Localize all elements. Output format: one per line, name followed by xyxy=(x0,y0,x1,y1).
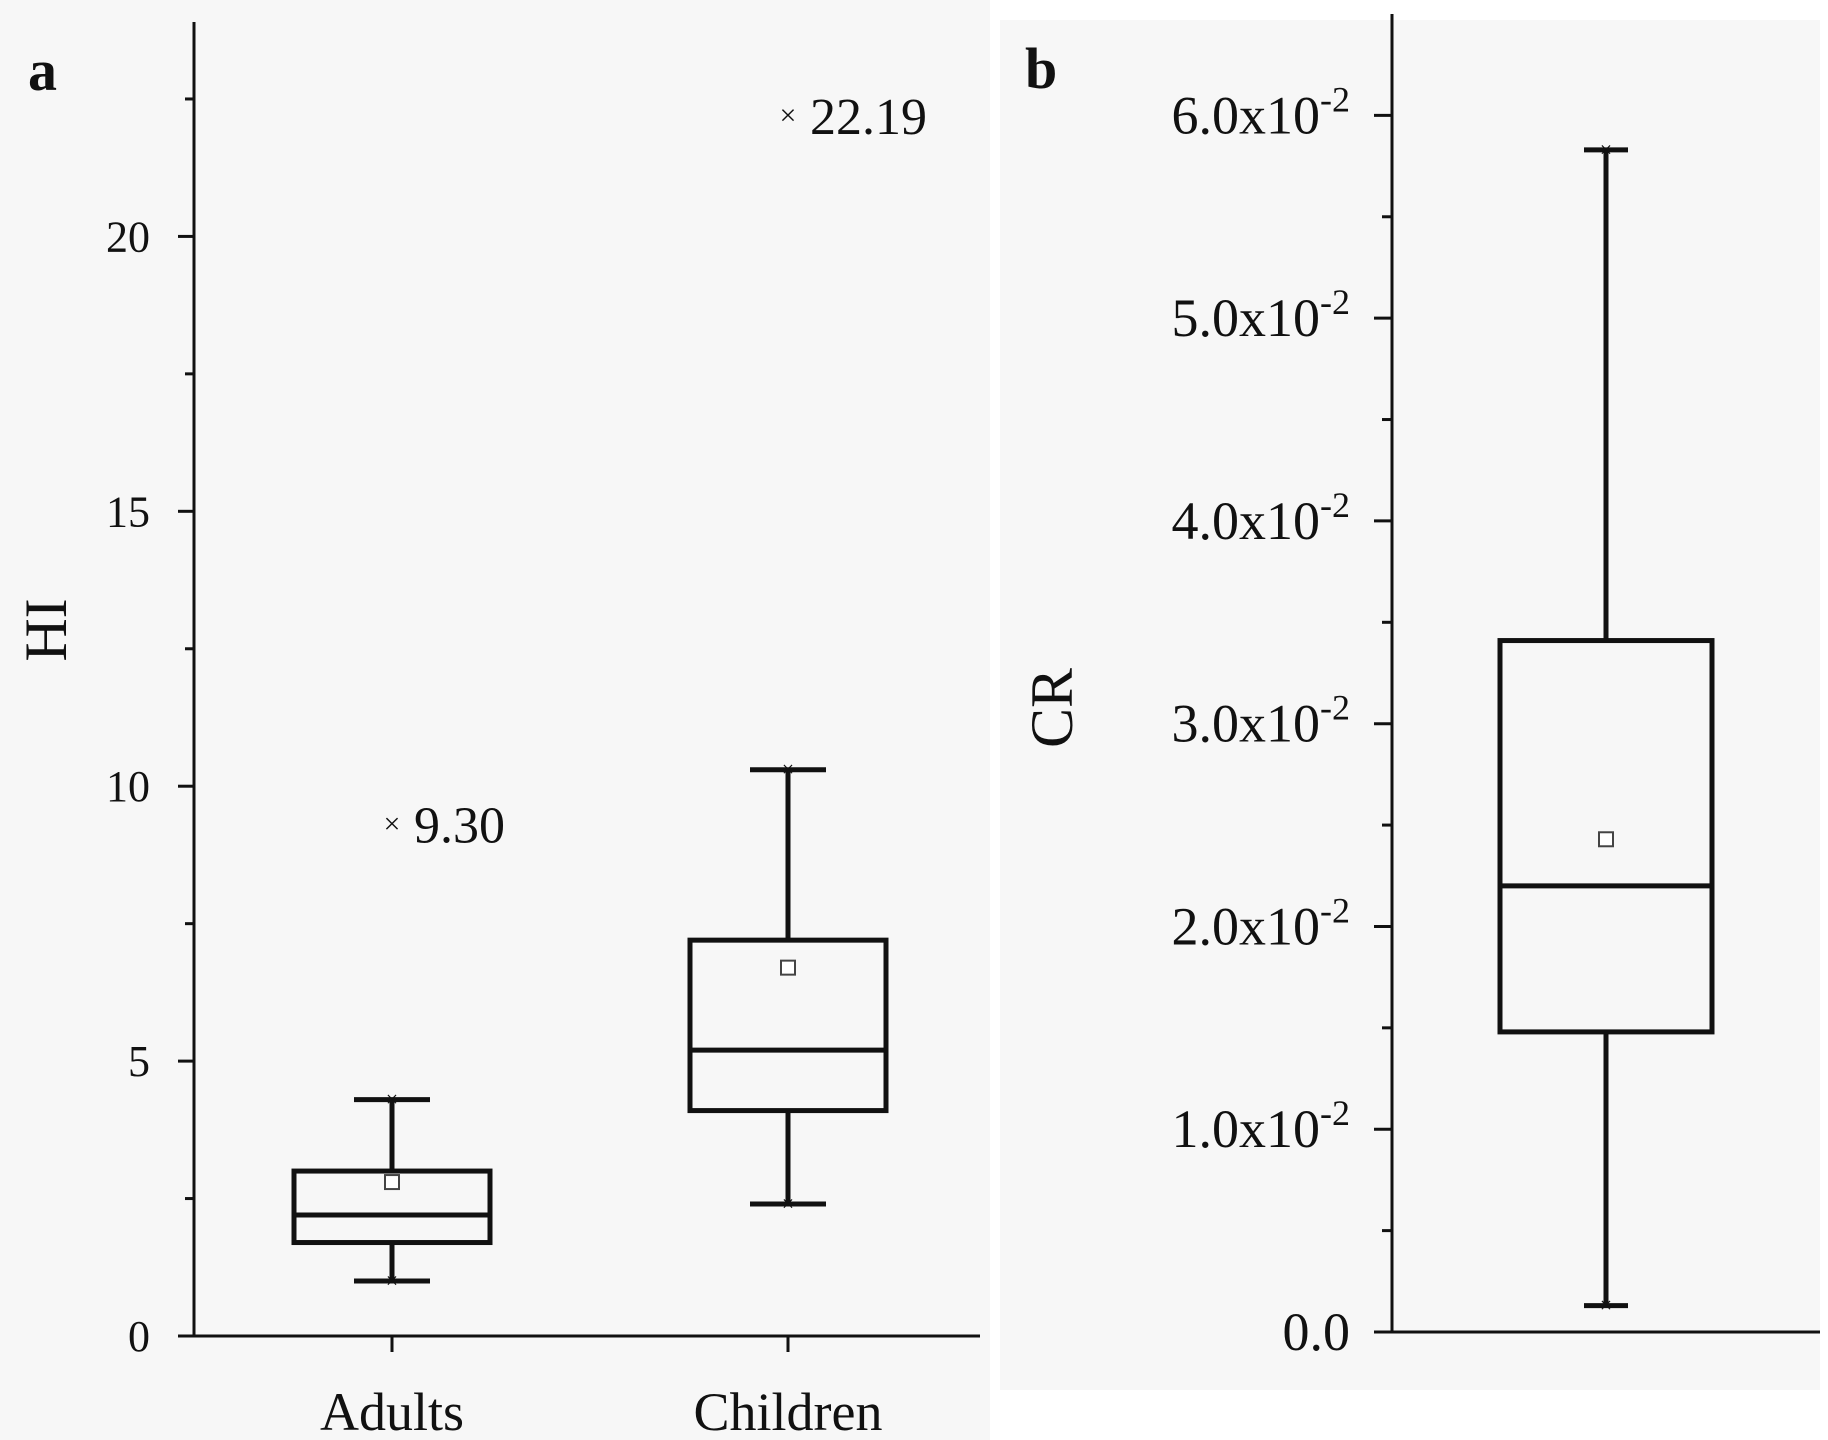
panel-a-y-tick-label: 15 xyxy=(106,487,150,536)
panel-b-letter: b xyxy=(1025,36,1057,101)
panel-b-y-tick-label: 4.0x10-2 xyxy=(1172,485,1351,551)
panel-b-y-ticks: 0.0 1.0x10-2 2.0x10-2 3.0x10-2 4.0x10-2 5.0x1… xyxy=(1172,79,1392,1362)
panel-b-min-marker: × xyxy=(1600,1293,1612,1318)
panel-b-iqr-box xyxy=(1497,638,1715,1035)
panel-b-y-tick-label: 3.0x10-2 xyxy=(1172,688,1351,754)
panel-a-children-mean-marker xyxy=(780,959,796,976)
panel-b-y-tick-label: 2.0x10-2 xyxy=(1172,890,1351,956)
panel-a-outlier-marker: × xyxy=(384,808,401,841)
panel-a-adults-max-marker: × xyxy=(386,1087,398,1112)
panel-b-background xyxy=(1000,20,1820,1390)
panel-b-y-tick-label: 5.0x10-2 xyxy=(1172,282,1351,348)
panel-a-children-max-marker: × xyxy=(782,757,794,782)
panel-b-boxes: ×× xyxy=(1497,137,1715,1318)
panel-b-boxplot: ×× xyxy=(1497,137,1715,1318)
panel-a-adults-boxplot: × × × 9.30 xyxy=(291,798,505,1293)
panel-a-outlier-label: 9.30 xyxy=(414,798,505,855)
panel-a-children-min-marker: × xyxy=(782,1191,794,1216)
panel-a-x-ticks: Adults Children xyxy=(320,1336,883,1440)
panel-a-background xyxy=(0,0,990,1440)
panel-a-boxes: × × × 9.30 × × × 22.19 xyxy=(291,89,927,1293)
panel-b-y-tick-label: 1.0x10-2 xyxy=(1172,1093,1351,1159)
panel-a-children-boxplot: × × × 22.19 xyxy=(687,89,927,1216)
panel-a-y-tick-label: 10 xyxy=(106,762,150,811)
panel-a-outlier-label: 22.19 xyxy=(810,89,927,146)
panel-b-y-tick-label: 6.0x10-2 xyxy=(1172,79,1351,145)
panel-a-y-ticks: 0 5 10 15 20 xyxy=(106,97,194,1361)
panel-b-y-tick-label: 0.0 xyxy=(1283,1302,1351,1362)
panel-a-adults-iqr-box xyxy=(291,1168,493,1246)
panel-a-children-iqr-box xyxy=(687,937,889,1114)
panel-b: b CR 0.0 1.0x10-2 2.0x10-2 3.0x10-2 4.0x10-2… xyxy=(1000,14,1820,1390)
panel-a-x-tick-label: Adults xyxy=(320,1382,464,1440)
panel-a-outlier-marker: × xyxy=(780,99,797,132)
panel-b-mean-marker xyxy=(1598,831,1614,848)
panel-a-letter: a xyxy=(28,38,57,103)
panel-b-ylabel: CR xyxy=(1019,668,1085,748)
panel-a-y-tick-label: 20 xyxy=(106,212,150,261)
panel-a-y-tick-label: 0 xyxy=(128,1312,150,1361)
panel-a-adults-min-marker: × xyxy=(386,1268,398,1293)
panel-b-max-marker: × xyxy=(1600,137,1612,162)
panel-a-adults-mean-marker xyxy=(384,1174,400,1191)
panel-a-ylabel: HI xyxy=(13,598,79,661)
panel-a-y-tick-label: 5 xyxy=(128,1037,150,1086)
panel-a-x-tick-label: Children xyxy=(694,1382,883,1440)
panel-a: a HI 0 5 10 15 20 Adults Children × × × 9.30 × × × 2… xyxy=(0,0,990,1440)
